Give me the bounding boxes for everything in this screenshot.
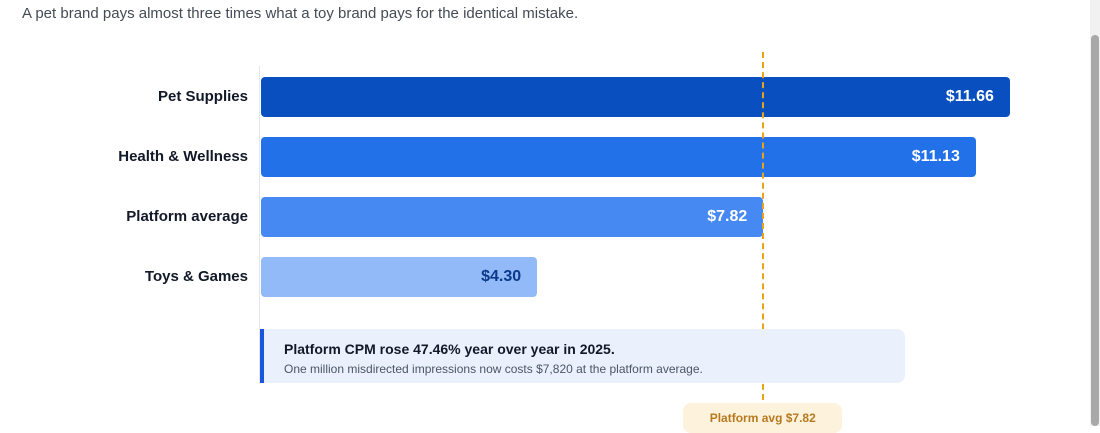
bar-value-label: $7.82: [707, 208, 748, 225]
bar-value-label: $11.13: [911, 148, 960, 165]
bar: [261, 77, 1010, 117]
cpm-callout: Platform CPM rose 47.46% year over year …: [260, 329, 905, 383]
reference-line-label: Platform avg $7.82: [709, 411, 816, 425]
category-label: Health & Wellness: [118, 148, 248, 165]
category-axis-line: [259, 66, 260, 384]
callout-subtitle: One million misdirected impressions now …: [284, 362, 703, 376]
category-label: Pet Supplies: [157, 88, 248, 105]
reference-line-badge: Platform avg $7.82: [683, 403, 843, 433]
callout-title: Platform CPM rose 47.46% year over year …: [284, 341, 615, 357]
category-label: Toys & Games: [144, 268, 248, 285]
platform-average-reference-line: [762, 52, 765, 410]
scrollbar-thumb[interactable]: [1091, 35, 1099, 426]
vertical-scrollbar[interactable]: [1090, 0, 1100, 426]
bar-value-label: $4.30: [481, 268, 522, 285]
bar-value-label: $11.66: [945, 88, 994, 105]
bar: [261, 197, 764, 237]
bar: [261, 137, 976, 177]
bar: [261, 257, 538, 297]
category-label: Platform average: [126, 208, 248, 225]
chart-subtitle: A pet brand pays almost three times what…: [22, 5, 579, 22]
